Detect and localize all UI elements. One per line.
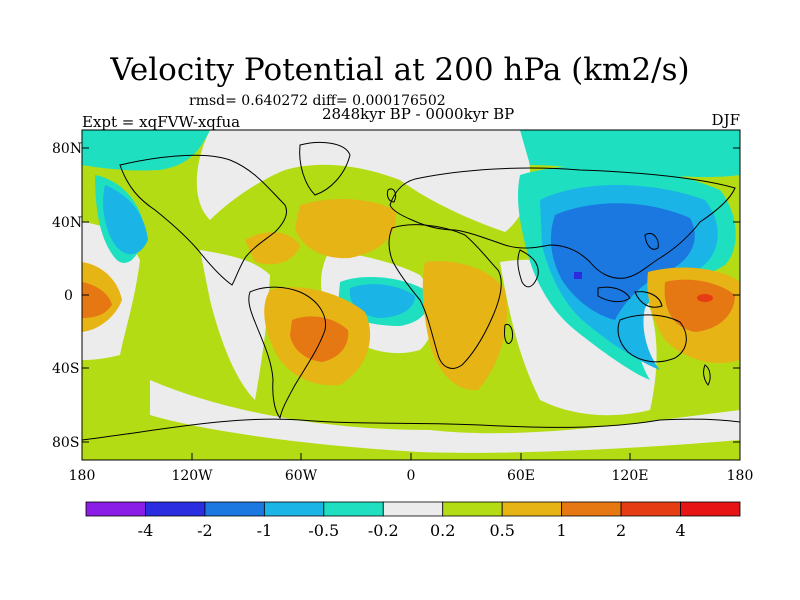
colorbar-label: -0.5 [308,521,339,540]
coast-antarctica [82,418,740,441]
colorbar-labels: -4 -2 -1 -0.5 -0.2 0.2 0.5 1 2 4 [138,521,686,540]
contour-min-negative-core [574,272,582,279]
contour-negative-south-atlantic [349,284,415,318]
colorbar-swatch [561,501,622,517]
rmsd-diff-stats: rmsd= 0.640272 diff= 0.000176502 [189,93,446,109]
colorbar-swatch [204,501,265,517]
coast-uk [386,188,397,203]
x-tick-label-0: 0 [407,468,416,484]
coast-maritime-continent [597,286,663,308]
contour-weak-negative-arctic [82,130,210,171]
season-label: DJF [711,111,740,129]
contour-negative-north-pacific [103,185,148,255]
coast-greenland [299,142,351,196]
y-tick-label-40s: 40S [52,361,79,377]
coast-india [517,249,539,288]
coast-north-america [119,154,288,286]
colorbar-label: 2 [616,521,626,540]
colorbar-swatch [442,501,503,517]
colorbar-label: -0.2 [368,521,399,540]
colorbar-swatch [501,501,563,517]
colorbar-swatch [680,501,741,517]
colorbar-label: 0.5 [489,521,514,540]
colorbar-label: 1 [557,521,567,540]
contour-strong-positive-central-pacific [82,282,112,318]
colorbar-label: -2 [197,521,213,540]
coast-africa [388,224,502,369]
coast-new-zealand [703,364,711,386]
contour-weak-negative-north-pacific [520,130,740,178]
contour-fill [82,130,740,460]
coast-madagascar [504,323,513,344]
experiment-label: Expt = xqFVW-xqfua [82,113,241,131]
contour-strong-positive-south-america [290,316,349,362]
y-tick-label-40n: 40N [52,215,82,231]
x-tick-label-180w: 180 [69,468,96,484]
contour-positive-north-atlantic [295,198,396,259]
colorbar [85,501,741,517]
coast-south-america [248,286,327,420]
x-tick-label-60e: 60E [507,468,535,484]
x-tick-label-120w: 120W [171,468,213,484]
coastlines [82,142,740,441]
colorbar-swatch [145,501,206,517]
contour-strong-positive-sw-pacific [664,279,735,332]
colorbar-swatch [323,501,384,517]
x-tick-label-60w: 60W [285,468,318,484]
coast-japan [644,233,659,250]
contour-near-zero-polar-arctic [196,130,531,232]
x-tick-label-180e: 180 [727,468,754,484]
y-tick-label-80n: 80N [52,141,82,157]
colorbar-swatch [382,501,444,517]
colorbar-swatch [620,501,681,517]
coast-australia [617,314,687,363]
contour-max-positive-core [697,294,713,302]
contour-strong-negative-western-pacific [550,203,695,320]
y-tick-label-eq: 0 [64,288,73,304]
colorbar-label: -1 [257,521,273,540]
contour-near-zero-southern [150,380,740,453]
x-tick-label-120e: 120E [612,468,649,484]
contour-positive-africa [422,261,507,391]
contour-near-zero-east-pacific [200,250,270,400]
map-title: Velocity Potential at 200 hPa (km2/s) [110,52,690,88]
contour-positive-north-atlantic-2 [245,232,300,265]
colorbar-label: 4 [675,521,685,540]
colorbar-swatch [85,501,146,517]
colorbar-label: 0.2 [430,521,455,540]
colorbar-swatch [263,501,325,517]
period-label: 2848kyr BP - 0000kyr BP [322,105,515,123]
colorbar-label: -4 [138,521,154,540]
axis-ticks [81,147,741,460]
y-tick-label-80s: 80S [52,435,79,451]
coast-eurasia [389,167,736,279]
